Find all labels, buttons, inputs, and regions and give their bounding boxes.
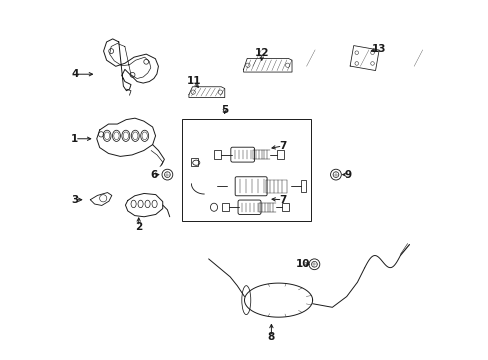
Text: 5: 5 xyxy=(221,105,228,115)
Bar xyxy=(222,203,228,211)
Text: 3: 3 xyxy=(71,195,79,205)
Text: 8: 8 xyxy=(267,332,274,342)
Bar xyxy=(276,150,283,159)
Text: 10: 10 xyxy=(295,259,309,269)
Bar xyxy=(300,180,305,192)
Text: 9: 9 xyxy=(344,170,350,180)
Text: 7: 7 xyxy=(278,141,285,151)
Text: 13: 13 xyxy=(371,44,386,54)
Text: 2: 2 xyxy=(135,222,142,231)
Text: 11: 11 xyxy=(186,76,201,86)
Text: 12: 12 xyxy=(254,48,268,58)
Bar xyxy=(214,150,221,159)
Text: 6: 6 xyxy=(150,170,157,180)
Text: 1: 1 xyxy=(71,134,79,144)
Text: 4: 4 xyxy=(71,69,79,79)
Bar xyxy=(182,119,310,221)
Text: 7: 7 xyxy=(278,195,285,205)
Bar xyxy=(282,203,288,211)
Bar xyxy=(191,158,198,166)
